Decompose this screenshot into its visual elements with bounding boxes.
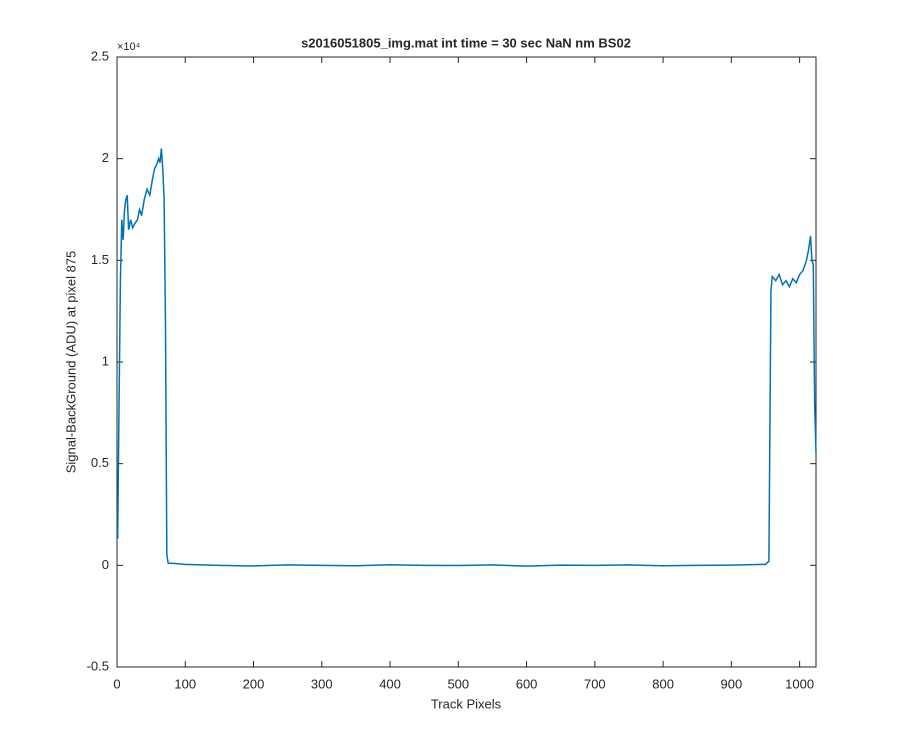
x-tick-label: 900: [721, 676, 743, 691]
y-tick-label: 1: [102, 353, 109, 368]
y-tick-label: 2: [102, 150, 109, 165]
chart-title: s2016051805_img.mat int time = 30 sec Na…: [301, 35, 631, 50]
plot-area: [116, 56, 817, 668]
y-exponent: ×10⁴: [117, 41, 141, 53]
y-tick-label: 1.5: [91, 252, 109, 267]
x-tick-label: 200: [243, 676, 265, 691]
y-axis-label: Signal-BackGround (ADU) at pixel 875: [63, 251, 78, 474]
y-tick-label: 0.5: [91, 455, 109, 470]
x-tick-label: 800: [652, 676, 674, 691]
x-tick-label: 1000: [785, 676, 814, 691]
x-tick-label: 300: [311, 676, 333, 691]
y-tick-label: 0: [102, 557, 109, 572]
x-tick-label: 400: [379, 676, 401, 691]
y-tick-label: -0.5: [87, 658, 109, 673]
y-tick-label: 2.5: [91, 48, 109, 63]
x-axis-label: Track Pixels: [431, 696, 502, 711]
x-tick-label: 500: [447, 676, 469, 691]
x-tick-label: 0: [113, 676, 120, 691]
x-tick-label: 700: [584, 676, 606, 691]
data-line: [116, 148, 817, 567]
x-tick-label: 600: [516, 676, 538, 691]
x-tick-label: 100: [174, 676, 196, 691]
